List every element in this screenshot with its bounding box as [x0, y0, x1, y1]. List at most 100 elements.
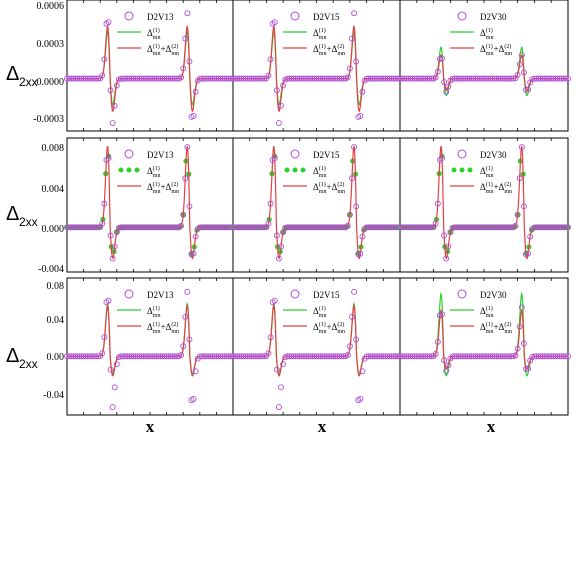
data-point [76, 75, 83, 82]
data-point [68, 75, 75, 82]
data-point [286, 353, 293, 360]
data-point [219, 75, 226, 82]
data-point [457, 353, 464, 360]
data-point [307, 353, 314, 360]
data-point [178, 352, 185, 359]
data-point [326, 224, 332, 231]
data-point [523, 86, 529, 93]
data-point [107, 87, 114, 94]
data-point [250, 353, 257, 360]
ylabel-sub: 2xx [19, 75, 38, 89]
data-point [539, 353, 546, 360]
data-point [518, 304, 525, 311]
data-point [445, 362, 452, 369]
data-point [180, 211, 187, 218]
data-point [255, 75, 261, 82]
data-point [91, 75, 97, 82]
data-point [548, 224, 555, 231]
data-point [284, 75, 291, 82]
data-point [171, 353, 178, 360]
data-point [107, 366, 114, 373]
data-point [111, 243, 118, 250]
legend-label: Δ(1) mn [480, 165, 493, 179]
data-point [382, 353, 389, 360]
data-point [257, 224, 264, 231]
data-point [495, 224, 502, 231]
data-point [78, 75, 85, 82]
data-point [261, 353, 268, 360]
data-point [392, 353, 399, 360]
data-point [290, 224, 297, 231]
data-point [422, 353, 429, 360]
data-point [422, 224, 429, 231]
data-point [413, 353, 420, 360]
data-point [340, 75, 347, 82]
data-point [99, 220, 106, 227]
data-point [246, 75, 253, 82]
data-point [359, 368, 366, 375]
data-point [134, 353, 141, 360]
legend-label: Δ(1) mn+Δ(2) mn [480, 181, 512, 195]
data-point [105, 155, 112, 162]
data-point [155, 353, 162, 360]
legend-label: D2V13 [147, 150, 174, 160]
data-point [88, 75, 95, 82]
legend-marker [134, 167, 140, 173]
data-point [142, 75, 149, 82]
data-point [215, 353, 222, 360]
data-point [441, 79, 448, 85]
data-point [321, 353, 328, 360]
data-point [478, 75, 485, 82]
data-point [64, 353, 70, 360]
data-point [550, 75, 557, 82]
panel-1-D2V30: D2V30 Δ(1) mn Δ(1) mn+Δ(2) mn [397, 0, 571, 132]
data-point [205, 353, 212, 360]
panel-3-D2V15: D2V15 Δ(1) mn Δ(1) mn+Δ(2) mn [230, 277, 403, 416]
data-point [504, 353, 511, 360]
data-point [134, 224, 141, 231]
data-point [149, 353, 156, 360]
ytick-label: -0.0003 [33, 114, 64, 125]
data-point [190, 250, 197, 257]
data-point [136, 353, 143, 360]
data-point [124, 75, 131, 82]
data-point [481, 224, 487, 231]
data-point [472, 75, 479, 82]
data-point [284, 224, 291, 231]
legend-marker [118, 167, 124, 173]
data-point [365, 224, 372, 231]
data-point [120, 353, 126, 360]
data-point [223, 75, 230, 82]
data-point [265, 220, 272, 227]
data-point [535, 75, 542, 82]
data-point [418, 224, 424, 231]
data-point [311, 75, 318, 82]
data-point [66, 75, 73, 82]
data-point [261, 75, 268, 82]
data-point [439, 155, 445, 162]
data-point [259, 353, 266, 360]
data-point [298, 224, 305, 231]
data-point [313, 224, 320, 231]
data-point [309, 353, 316, 360]
data-point [466, 353, 473, 360]
data-point [451, 224, 458, 231]
data-point [315, 224, 322, 231]
data-point [209, 75, 216, 82]
data-point [466, 75, 473, 82]
data-point [128, 75, 135, 82]
ylabel-main: Δ [6, 345, 19, 367]
data-point [328, 353, 335, 360]
data-point [462, 224, 469, 231]
data-point [275, 120, 282, 127]
data-point [66, 353, 73, 360]
data-point [117, 75, 124, 82]
data-point [388, 224, 395, 231]
data-point [149, 224, 156, 231]
data-point [309, 75, 316, 82]
data-point [70, 75, 77, 82]
data-point [242, 75, 249, 82]
data-point [445, 83, 452, 90]
ytick-label: 0.008 [42, 143, 65, 154]
data-point [344, 352, 351, 359]
